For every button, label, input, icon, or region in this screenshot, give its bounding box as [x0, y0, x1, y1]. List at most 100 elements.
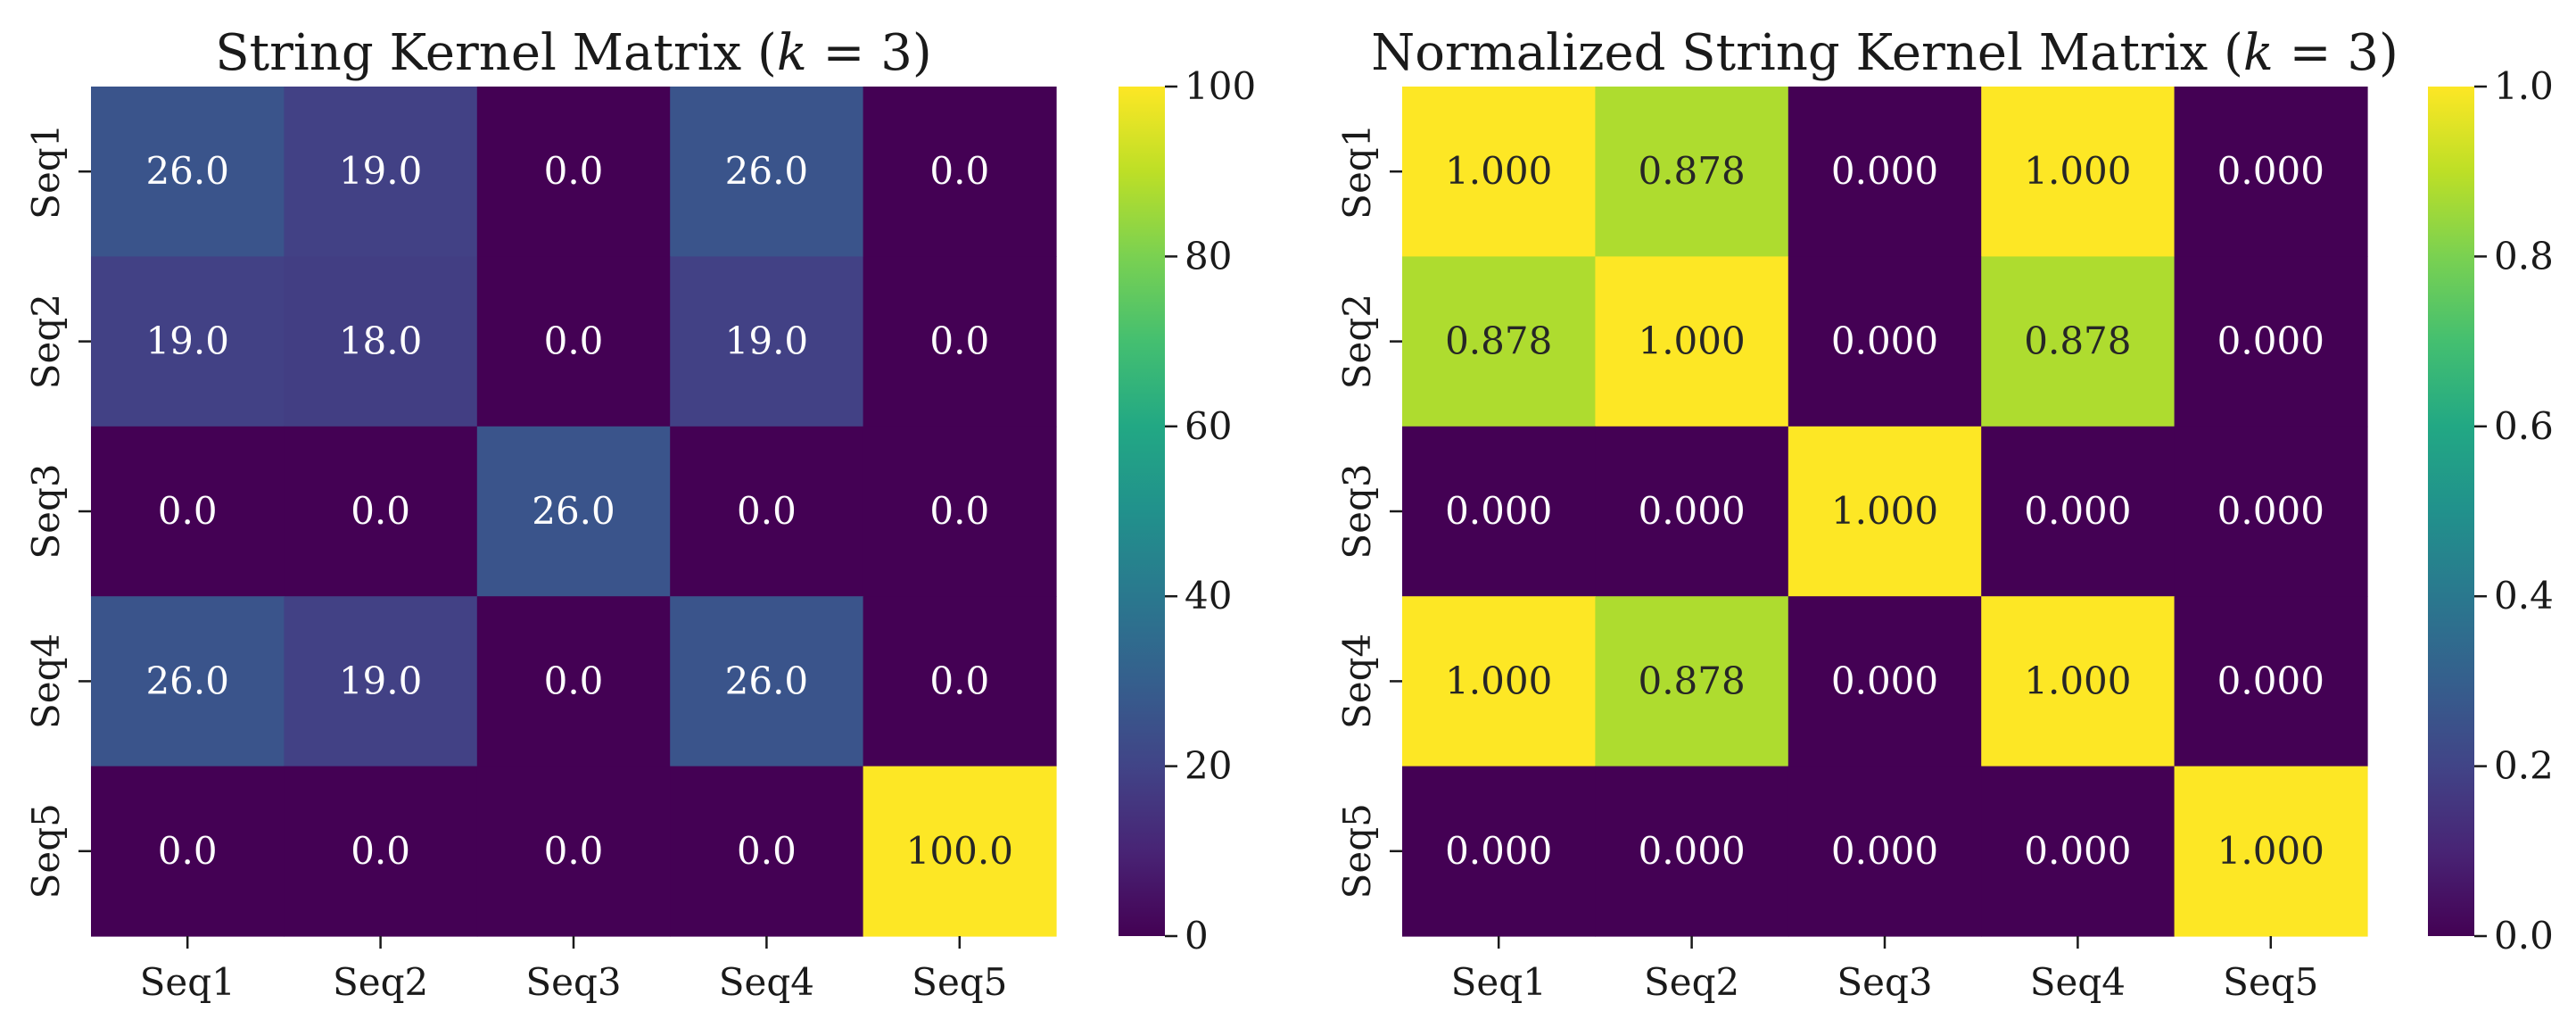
cell-label-r3-c2: 0.000: [1638, 489, 1745, 533]
cell-label-r5-c2: 0.000: [1638, 829, 1745, 873]
cell-label-r2-c2: 18.0: [339, 319, 423, 363]
colorbar-tick-label: 0.2: [2494, 744, 2554, 788]
cell-label-r3-c1: 0.0: [158, 489, 218, 533]
colorbar-tick-label: 0.8: [2494, 234, 2554, 278]
cell-label-r1-c2: 19.0: [339, 149, 423, 193]
heatmap-cell-r2-c4: [1981, 256, 2176, 427]
cell-label-r4-c3: 0.000: [1831, 659, 1938, 702]
colorbar-tick-label: 1.0: [2494, 64, 2554, 108]
heatmap-cell-r2-c3: [1788, 256, 1982, 427]
heatmap-cell-r5-c5: [863, 766, 1057, 937]
x-tick-label: Seq3: [525, 960, 621, 1004]
heatmap-cell-r5-c5: [2174, 766, 2368, 937]
x-tick-label: Seq1: [1451, 960, 1547, 1004]
heatmap-cell-r3-c4: [670, 426, 864, 597]
cell-label-r2-c5: 0.000: [2217, 319, 2324, 363]
heatmap-cell-r4-c1: [91, 596, 285, 767]
heatmap-cell-r3-c1: [91, 426, 285, 597]
heatmap-cell-r3-c2: [284, 426, 478, 597]
heatmap-panel-1: String Kernel Matrix (k = 3) 26.0 19.0 0.0 2…: [24, 24, 1256, 1004]
cell-label-r4-c1: 1.000: [1445, 659, 1552, 702]
cell-label-r5-c3: 0.0: [544, 829, 604, 873]
cell-label-r5-c1: 0.0: [158, 829, 218, 873]
cell-label-r3-c2: 0.0: [351, 489, 410, 533]
y-tick-label: Seq1: [24, 124, 68, 220]
cell-label-r1-c5: 0.000: [2217, 149, 2324, 193]
heatmap-cell-r2-c2: [284, 256, 478, 427]
x-tick-label: Seq4: [719, 960, 814, 1004]
heatmap-cell-r3-c3: [476, 426, 671, 597]
heatmap-cell-r2-c2: [1595, 256, 1789, 427]
x-tick-label: Seq5: [2223, 960, 2318, 1004]
x-tick-label: Seq3: [1837, 960, 1932, 1004]
heatmap-cell-r3-c2: [1595, 426, 1789, 597]
x-tick-label: Seq2: [1644, 960, 1739, 1004]
cell-label-r4-c4: 26.0: [725, 659, 809, 702]
heatmap-cell-r5-c3: [476, 766, 671, 937]
cell-label-r3-c5: 0.000: [2217, 489, 2324, 533]
heatmap-cell-r1-c5: [2174, 87, 2368, 257]
cell-label-r2-c5: 0.0: [929, 319, 989, 363]
cell-label-r5-c3: 0.000: [1831, 829, 1938, 873]
heatmap-cell-r4-c5: [2174, 596, 2368, 767]
y-tick-label: Seq2: [1335, 294, 1379, 389]
y-tick-label: Seq1: [1335, 124, 1379, 220]
cell-label-r2-c3: 0.000: [1831, 319, 1938, 363]
colorbar-tick-label: 100: [1185, 64, 1256, 108]
cell-label-r5-c1: 0.000: [1445, 829, 1552, 873]
heatmap-cell-r3-c5: [2174, 426, 2368, 597]
cell-label-r1-c5: 0.0: [929, 149, 989, 193]
y-tick-label: Seq3: [24, 463, 68, 559]
cell-label-r5-c5: 1.000: [2217, 829, 2324, 873]
y-tick-label: Seq3: [1335, 463, 1379, 559]
colorbar-tick-label: 0.6: [2494, 404, 2554, 448]
chart-title: String Kernel Matrix (k = 3): [215, 24, 932, 82]
cell-label-r3-c1: 0.000: [1445, 489, 1552, 533]
y-tick-label: Seq2: [24, 294, 68, 389]
cell-label-r1-c4: 26.0: [725, 149, 809, 193]
x-tick-label: Seq1: [140, 960, 235, 1004]
heatmap-cell-r2-c5: [2174, 256, 2368, 427]
heatmap-cell-r1-c2: [284, 87, 478, 257]
heatmap-cell-r5-c1: [1402, 766, 1596, 937]
colorbar-tick-label: 0.4: [2494, 574, 2554, 618]
heatmap-cell-r1-c3: [476, 87, 671, 257]
heatmap-cell-r5-c4: [670, 766, 864, 937]
chart-title: Normalized String Kernel Matrix (k = 3): [1371, 24, 2398, 82]
colorbar-tick-label: 0.0: [2494, 914, 2554, 958]
cell-label-r1-c1: 1.000: [1445, 149, 1552, 193]
colorbar-tick-label: 20: [1185, 744, 1232, 788]
heatmap-cell-r4-c3: [1788, 596, 1982, 767]
cell-label-r3-c3: 26.0: [532, 489, 615, 533]
cell-label-r2-c4: 0.878: [2024, 319, 2131, 363]
heatmap-cell-r1-c1: [1402, 87, 1596, 257]
heatmap-cell-r4-c2: [284, 596, 478, 767]
heatmap-cell-r2-c4: [670, 256, 864, 427]
cell-label-r1-c2: 0.878: [1638, 149, 1745, 193]
colorbar-tick-label: 40: [1185, 574, 1232, 618]
heatmap-cell-r5-c1: [91, 766, 285, 937]
heatmap-cell-r1-c3: [1788, 87, 1982, 257]
heatmap-cell-r4-c4: [1981, 596, 2176, 767]
cell-label-r4-c3: 0.0: [544, 659, 604, 702]
heatmap-panel-2: Normalized String Kernel Matrix (k = 3) 1…: [1335, 24, 2554, 1004]
cell-label-r4-c5: 0.0: [929, 659, 989, 702]
heatmap-cell-r4-c1: [1402, 596, 1596, 767]
colorbar-tick-label: 60: [1185, 404, 1232, 448]
heatmap-cell-r5-c2: [284, 766, 478, 937]
heatmap-cell-r2-c1: [1402, 256, 1596, 427]
heatmap-cell-r2-c5: [863, 256, 1057, 427]
cell-label-r5-c5: 100.0: [906, 829, 1013, 873]
x-tick-label: Seq5: [912, 960, 1007, 1004]
heatmap-cell-r3-c1: [1402, 426, 1596, 597]
heatmap-cell-r1-c5: [863, 87, 1057, 257]
cell-label-r5-c4: 0.000: [2024, 829, 2131, 873]
cell-label-r2-c2: 1.000: [1638, 319, 1745, 363]
heatmap-cell-r5-c4: [1981, 766, 2176, 937]
colorbar-tick-label: 80: [1185, 234, 1232, 278]
cell-label-r3-c5: 0.0: [929, 489, 989, 533]
cell-label-r1-c3: 0.0: [544, 149, 604, 193]
cell-label-r5-c2: 0.0: [351, 829, 410, 873]
